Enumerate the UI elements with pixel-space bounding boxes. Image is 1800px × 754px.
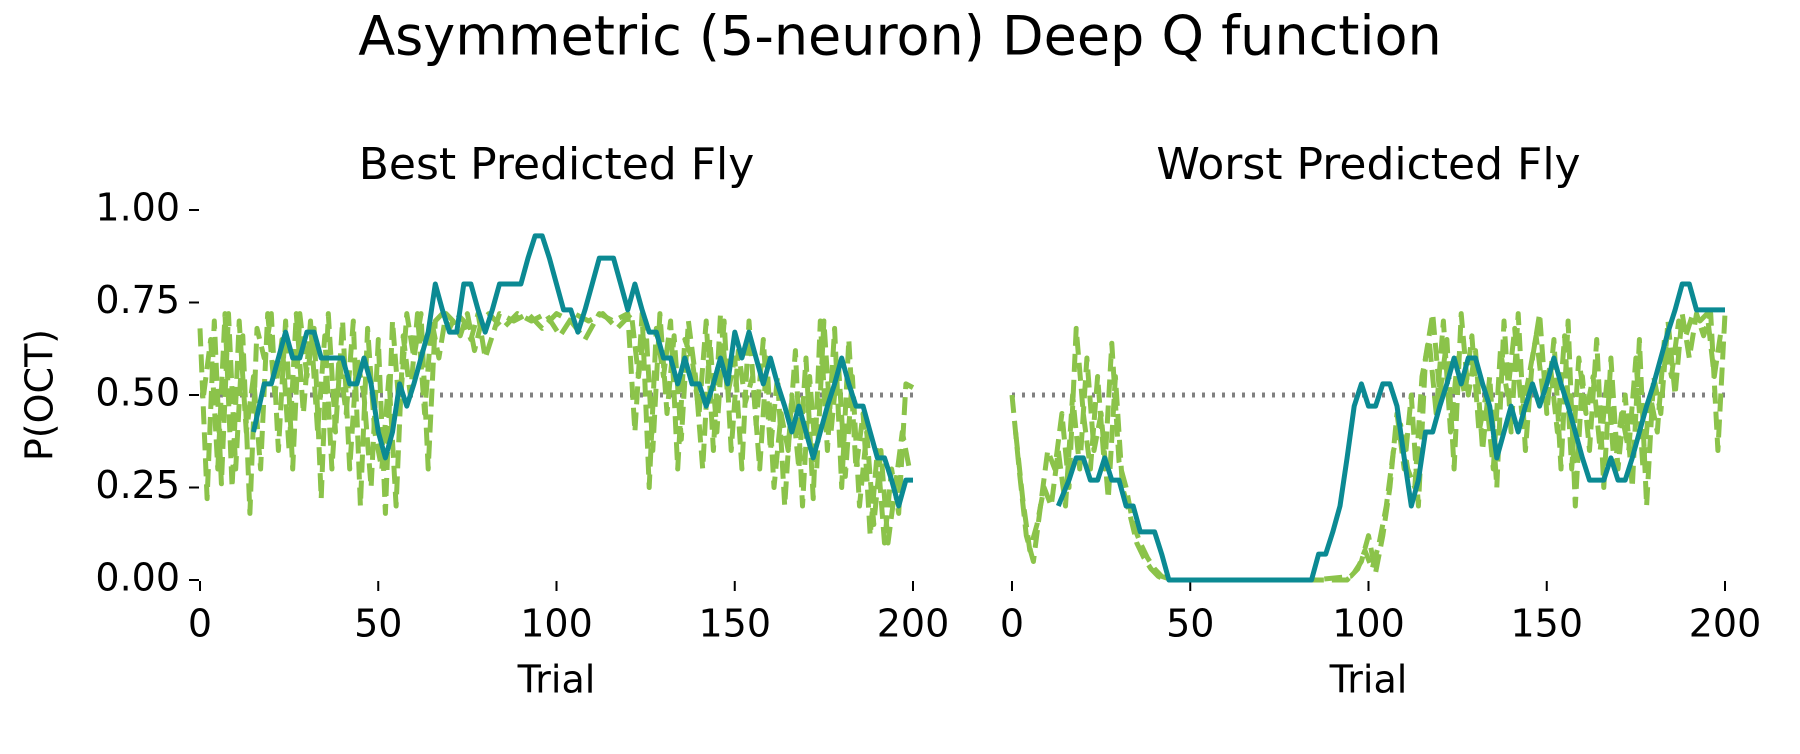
model-prediction-line-2 bbox=[201, 311, 912, 546]
fly-choice-line bbox=[1055, 281, 1725, 583]
x-tick-label: 100 bbox=[520, 602, 593, 646]
figure-title: Asymmetric (5-neuron) Deep Q function bbox=[358, 5, 1442, 68]
y-tick-label: 1.00 bbox=[95, 186, 180, 230]
x-tick-label: 150 bbox=[1510, 602, 1583, 646]
x-tick-label: 200 bbox=[877, 602, 950, 646]
x-axis-label: Trial bbox=[517, 658, 596, 702]
x-tick-label: 0 bbox=[188, 602, 212, 646]
panel-best-predicted-fly: Best Predicted Fly 0 50 100 150 200 Trial 0.00 0… bbox=[18, 139, 950, 702]
x-tick-label: 150 bbox=[698, 602, 771, 646]
y-tick-label: 0.00 bbox=[95, 556, 180, 600]
x-tick-label: 50 bbox=[1166, 602, 1214, 646]
y-tick-label: 0.25 bbox=[95, 463, 180, 507]
panel-title: Worst Predicted Fly bbox=[1156, 139, 1580, 190]
y-axis-label: P(OCT) bbox=[18, 329, 62, 461]
x-tick-label: 50 bbox=[354, 602, 402, 646]
fly-choice-line bbox=[251, 233, 913, 509]
x-axis-label: Trial bbox=[1329, 658, 1408, 702]
x-tick-label: 200 bbox=[1689, 602, 1762, 646]
y-tick-label: 0.75 bbox=[95, 278, 180, 322]
panel-title: Best Predicted Fly bbox=[359, 139, 755, 190]
x-tick-label: 100 bbox=[1332, 602, 1405, 646]
panel-worst-predicted-fly: Worst Predicted Fly 0 50 100 150 200 Trial bbox=[1000, 139, 1761, 702]
x-tick-label: 0 bbox=[1000, 602, 1024, 646]
y-tick-label: 0.50 bbox=[95, 371, 180, 415]
